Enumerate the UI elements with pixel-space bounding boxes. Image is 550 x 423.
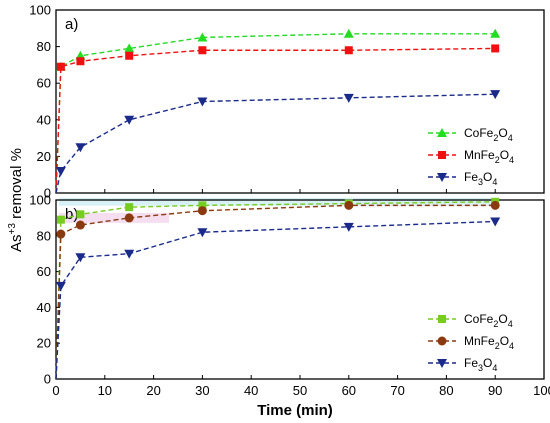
y-tick-label: 0 [44,372,51,387]
highlight-band-pink [59,212,169,223]
x-tick-label: 50 [293,383,307,398]
data-point [75,143,86,153]
legend-entry: Fe3O4 [428,170,497,187]
data-point [76,210,85,219]
legend-label: Fe3O4 [464,356,497,373]
data-point [56,229,66,239]
data-point [490,28,501,38]
series-line [55,204,496,380]
x-tick-label: 80 [439,383,453,398]
legend-marker [437,359,447,368]
x-tick-label: 10 [98,383,112,398]
data-point [125,51,134,60]
legend-label: CoFe2O4 [464,312,513,329]
x-tick-label: 100 [533,383,550,398]
data-point [124,115,135,125]
series-line [55,93,496,194]
legend-entry: CoFe2O4 [428,126,513,143]
series-Fe3O4 [55,90,501,194]
series-CoFe2O4 [55,28,501,194]
legend-entry: Fe3O4 [428,356,497,373]
data-point [56,62,65,71]
series-line [55,47,496,194]
x-tick-label: 0 [52,383,59,398]
series-CoFe2O4 [55,197,500,380]
highlight-band-top [59,197,492,206]
legend-marker [437,336,447,346]
series-line [55,33,496,194]
legend-marker [437,173,447,182]
data-point [198,201,207,210]
data-point [75,253,86,263]
data-point [490,90,501,100]
legend-marker [437,128,447,137]
y-tick-label: 80 [37,228,51,243]
data-point [344,46,353,55]
data-point [490,200,500,210]
series-MnFe2O4 [55,200,500,380]
x-tick-label: 40 [244,383,258,398]
panel-label: a) [65,16,78,33]
series-line [55,220,496,380]
data-point [490,217,501,227]
legend-entry: CoFe2O4 [428,312,513,329]
data-point [124,43,135,53]
legend-label: MnFe2O4 [464,148,514,165]
series-line [55,201,496,380]
x-tick-label: 60 [342,383,356,398]
data-point [343,222,354,232]
y-tick-label: 60 [37,76,51,91]
data-point [55,167,66,177]
y-tick-label: 20 [37,149,51,164]
data-point [75,220,85,230]
legend-label: MnFe2O4 [464,334,514,351]
legend-label: CoFe2O4 [464,126,513,143]
data-point [343,93,354,103]
plot-frame [55,9,545,194]
x-tick-label: 30 [195,383,209,398]
data-point [55,281,66,291]
plot-frame [55,199,545,380]
data-point [344,200,354,210]
legend-entry: MnFe2O4 [428,148,514,165]
data-point [76,57,85,66]
data-point [197,228,208,238]
y-tick-label: 60 [37,264,51,279]
y-tick-label: 100 [29,193,51,208]
panel-b: 0 20 40 60 80 100 0 10 20 30 40 50 60 70 80 90 100 b) CoFe… [29,193,550,399]
series-Fe3O4 [55,217,501,380]
data-point [197,206,207,216]
y-axis-label: As+3 removal % [7,148,25,252]
data-point [124,249,135,259]
data-point [197,32,208,42]
y-tick-label: 40 [37,300,51,315]
series-MnFe2O4 [55,44,500,194]
y-tick-label: 0 [44,186,51,201]
x-tick-label: 70 [390,383,404,398]
y-tick-label: 80 [37,39,51,54]
data-point [198,46,207,55]
legend-marker [438,315,446,323]
data-point [125,203,134,212]
panel-label: b) [65,206,78,223]
data-point [124,213,134,223]
x-tick-label: 20 [146,383,160,398]
legend-marker [438,151,446,159]
y-tick-label: 20 [37,336,51,351]
y-tick-label: 40 [37,112,51,127]
data-point [56,215,65,224]
data-point [197,97,208,107]
panel-a: 0 20 40 60 80 100 a) CoFe2O4 MnFe2O4 Fe3O4 [29,3,545,201]
x-axis-label: Time (min) [257,402,333,419]
legend-entry: MnFe2O4 [428,334,514,351]
y-tick-label: 100 [29,3,51,18]
x-tick-label: 90 [488,383,502,398]
data-point [491,44,500,53]
data-point [343,28,354,38]
legend-label: Fe3O4 [464,170,497,187]
